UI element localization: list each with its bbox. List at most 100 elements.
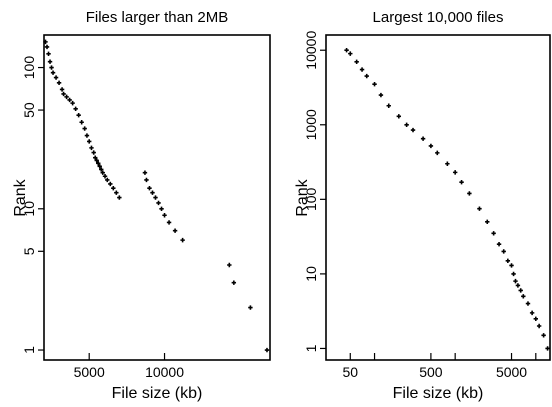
data-point <box>111 185 116 191</box>
data-point <box>70 100 75 106</box>
data-point <box>404 122 409 127</box>
data-point <box>56 80 62 85</box>
data-point <box>100 170 105 175</box>
chart-right-x-ticks: 50 500 5000 <box>342 353 537 380</box>
data-point <box>459 179 464 185</box>
data-point <box>227 262 232 268</box>
data-point <box>46 51 51 57</box>
data-point <box>79 120 84 125</box>
data-point <box>82 126 87 131</box>
data-point <box>96 161 101 166</box>
data-point <box>509 263 514 268</box>
data-point <box>513 278 518 284</box>
data-point <box>248 305 253 310</box>
data-point <box>435 150 440 156</box>
y-tick-label: 1 <box>303 344 319 352</box>
data-point <box>521 294 526 299</box>
chart-right: Largest 10,000 files File size (kb) Rank… <box>294 9 551 402</box>
data-point <box>162 213 167 218</box>
data-point <box>496 242 502 247</box>
data-point <box>153 195 158 200</box>
data-point <box>396 114 402 119</box>
data-point <box>61 91 66 97</box>
data-point <box>150 190 155 195</box>
data-point <box>491 231 496 236</box>
data-point <box>172 228 178 233</box>
data-point <box>533 316 539 321</box>
data-point <box>445 161 450 166</box>
data-point <box>144 177 149 183</box>
data-point <box>67 97 72 103</box>
data-point <box>501 249 506 254</box>
x-tick-label: 50 <box>342 364 358 380</box>
data-point <box>467 191 472 196</box>
data-point <box>59 87 65 92</box>
data-point <box>159 206 164 211</box>
data-point <box>505 258 511 263</box>
y-tick-label: 10000 <box>303 31 319 70</box>
data-point <box>108 181 113 187</box>
data-point <box>354 59 359 64</box>
data-point <box>372 82 377 87</box>
data-point <box>529 310 535 316</box>
data-point <box>102 174 108 179</box>
data-point <box>156 200 161 206</box>
chart-right-y-ticks: 1 10 100 1000 10000 <box>303 31 326 352</box>
data-point <box>477 206 482 211</box>
chart-left-ylabel: Rank <box>12 178 29 216</box>
data-point <box>47 59 53 64</box>
data-point <box>428 143 434 149</box>
data-point <box>117 195 122 200</box>
y-tick-label: 1 <box>21 346 37 354</box>
data-point <box>64 94 69 100</box>
data-point <box>231 280 237 285</box>
data-point <box>50 70 56 75</box>
chart-left-title: Files larger than 2MB <box>86 9 229 26</box>
chart-left-x-ticks: 5000 10000 <box>74 353 184 380</box>
data-point <box>97 164 102 169</box>
y-tick-label: 100 <box>303 187 319 211</box>
data-point <box>142 170 148 175</box>
data-point <box>536 323 542 329</box>
data-point <box>545 346 550 351</box>
x-tick-label: 5000 <box>496 364 527 380</box>
data-point <box>44 44 50 50</box>
y-tick-label: 5 <box>21 247 37 255</box>
data-point <box>525 301 531 306</box>
data-point <box>89 145 94 151</box>
y-tick-label: 100 <box>21 56 37 80</box>
x-tick-label: 5000 <box>74 364 105 380</box>
chart-left: Files larger than 2MB File size (kb) Ran… <box>12 9 271 402</box>
data-point <box>452 170 458 175</box>
data-point <box>344 48 349 53</box>
data-point <box>114 190 119 195</box>
chart-left-xlabel: File size (kb) <box>112 385 203 402</box>
data-point <box>410 127 416 133</box>
data-point <box>49 65 54 70</box>
x-tick-label: 10000 <box>145 364 184 380</box>
data-point <box>73 106 78 112</box>
data-point <box>91 150 96 155</box>
data-point <box>53 75 59 80</box>
y-tick-label: 50 <box>21 102 37 118</box>
data-point <box>87 139 92 144</box>
y-tick-label: 10 <box>21 201 37 217</box>
data-point <box>359 67 365 72</box>
data-point <box>105 177 110 183</box>
chart-right-xlabel: File size (kb) <box>393 385 484 402</box>
data-point <box>515 283 521 288</box>
data-point <box>518 288 523 293</box>
x-tick-label: 500 <box>419 364 443 380</box>
data-point <box>364 73 369 79</box>
data-point <box>485 219 490 224</box>
chart-right-ylabel: Rank <box>294 178 311 216</box>
chart-left-frame <box>43 34 271 361</box>
data-point <box>99 167 104 172</box>
chart-left-points <box>43 39 270 353</box>
chart-right-points <box>344 48 550 351</box>
chart-right-frame <box>325 34 551 361</box>
data-point <box>94 158 99 163</box>
data-point <box>43 39 48 45</box>
data-point <box>93 155 98 160</box>
